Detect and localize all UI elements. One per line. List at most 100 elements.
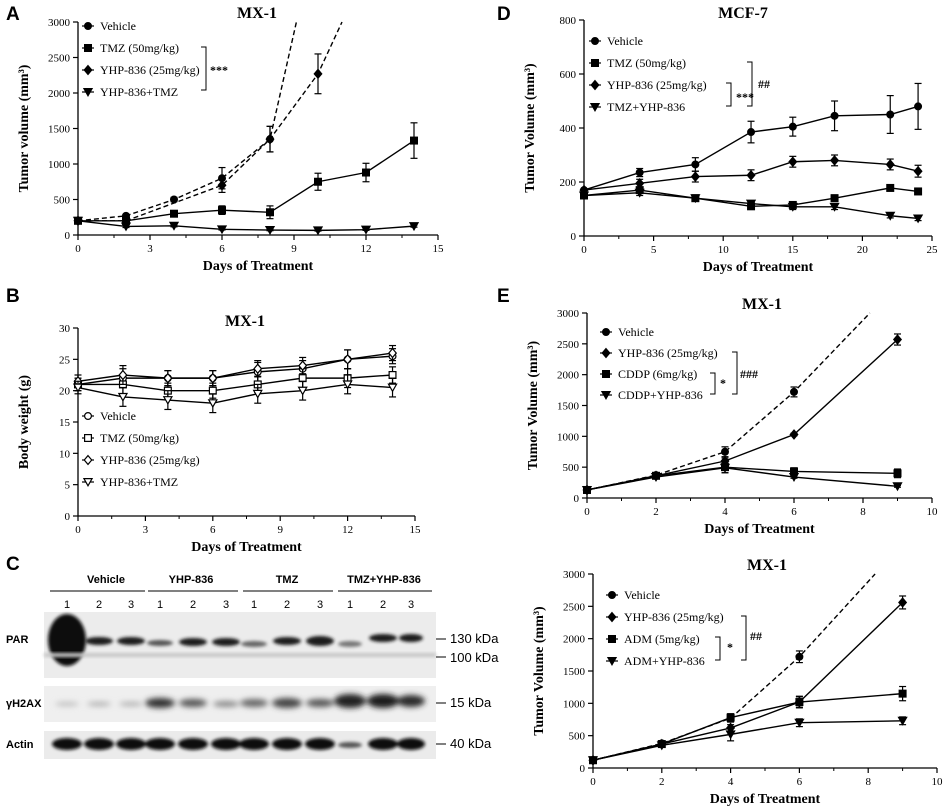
wb-lane-number: 2 (284, 599, 290, 611)
marker-square (830, 194, 839, 203)
x-tick-label: 0 (75, 243, 81, 255)
marker-triangle-down (162, 396, 173, 406)
x-tick-label: 12 (342, 524, 353, 536)
marker-triangle-down (82, 87, 94, 97)
marker-triangle-down (650, 473, 662, 482)
wb-lane-number: 1 (157, 599, 163, 611)
panel-letter-b: B (6, 286, 20, 307)
wb-row-label-gh2ax: γH2AX (6, 698, 42, 710)
marker-circle (830, 111, 839, 120)
legend-label: TMZ (50mg/kg) (100, 41, 179, 55)
marker-triangle-down (82, 478, 94, 487)
panel-letter-c: C (6, 554, 20, 575)
marker-triangle-down (168, 221, 180, 231)
x-axis-label: Days of Treatment (191, 540, 302, 555)
marker-square (208, 386, 217, 395)
x-tick-label: 15 (787, 244, 799, 256)
marker-triangle-down (794, 718, 805, 728)
marker-triangle-down (600, 391, 612, 400)
wb-band (117, 637, 145, 645)
marker-triangle-down (912, 214, 924, 224)
y-tick-label: 1000 (563, 698, 586, 710)
marker-square (298, 374, 307, 383)
legend-label: ADM+YHP-836 (624, 654, 705, 668)
marker-square (898, 689, 907, 698)
x-tick-label: 6 (797, 776, 803, 788)
marker-square (601, 370, 610, 379)
marker-triangle-down (578, 191, 590, 201)
marker-triangle-down (634, 188, 645, 198)
wb-marker-15: 15 kDa (450, 695, 492, 710)
legend-entry: TMZ (50mg/kg) (82, 431, 179, 445)
series-line (583, 192, 919, 220)
legend-label: YHP-836 (25mg/kg) (624, 610, 724, 624)
y-tick-label: 5 (65, 480, 71, 492)
legend-entry: Vehicle (82, 19, 136, 33)
y-tick-label: 500 (54, 195, 71, 207)
marker-square (388, 371, 397, 380)
marker-diamond (217, 179, 227, 191)
marker-circle (635, 168, 644, 177)
x-tick-label: 15 (410, 524, 422, 536)
marker-triangle-down (587, 756, 599, 766)
wb-band (84, 738, 114, 750)
marker-square (914, 187, 923, 196)
wb-band (240, 699, 268, 707)
x-tick-label: 15 (433, 243, 445, 255)
wb-lane-number: 1 (251, 599, 257, 611)
wb-band (179, 638, 207, 646)
x-tick-label: 4 (722, 506, 728, 518)
wb-band (147, 640, 173, 646)
marker-triangle-down (72, 216, 84, 226)
y-tick-label: 2000 (48, 88, 71, 100)
wb-lane-numbers: 1 2 3 1 2 3 1 2 3 1 2 3 (64, 599, 414, 611)
wb-marker-100: 100 kDa (450, 650, 499, 665)
wb-par-faint-band (44, 653, 436, 657)
marker-diamond (343, 353, 353, 365)
marker-triangle-down (829, 202, 840, 212)
marker-triangle-down (787, 202, 798, 212)
marker-diamond (118, 369, 128, 381)
marker-diamond (265, 133, 275, 145)
marker-triangle-down (207, 399, 218, 409)
y-axis-label: Tumor Volume (mm³) (523, 63, 538, 193)
marker-circle (747, 128, 756, 137)
wb-lane-number: 2 (190, 599, 196, 611)
wb-band (369, 634, 397, 642)
marker-diamond (83, 454, 93, 466)
marker-square (893, 469, 902, 478)
wb-actin-blot (44, 731, 436, 759)
series-triangle-down (587, 716, 908, 766)
y-axis-label: Tumor Volume (mm³) (532, 606, 547, 736)
wb-par-membrane (44, 612, 436, 678)
legend-label: ADM (5mg/kg) (624, 632, 700, 646)
significance-bracket (715, 636, 721, 661)
y-tick-label: 500 (569, 731, 586, 743)
significance-bracket (726, 82, 732, 107)
y-tick-label: 0 (574, 493, 580, 505)
wb-par-lane1-smear (48, 614, 86, 666)
y-tick-label: 0 (65, 511, 71, 523)
marker-diamond (208, 372, 218, 384)
wb-gh2ax-blot (44, 686, 436, 722)
chart-e-mx1-adm: MX-1 0 500 1000 1500 2000 2500 3000 0 2 4 6 8 10 Days … (532, 557, 943, 807)
significance-label: ## (750, 629, 762, 643)
y-tick-label: 200 (560, 177, 577, 189)
series-line (78, 139, 415, 222)
marker-diamond (789, 429, 799, 440)
marker-triangle-down (117, 392, 129, 402)
marker-square (170, 209, 179, 218)
marker-triangle-down (690, 194, 701, 204)
significance-label: ## (758, 77, 770, 91)
marker-square (590, 58, 599, 67)
marker-diamond (892, 334, 903, 345)
y-tick-label: 30 (59, 323, 71, 335)
marker-circle (691, 160, 700, 169)
legend-entry: ADM (5mg/kg) (606, 632, 700, 646)
wb-band (145, 738, 175, 750)
x-tick-label: 6 (219, 243, 225, 255)
y-tick-label: 1500 (557, 401, 580, 413)
y-tick-label: 2000 (563, 634, 586, 646)
chart-title: MX-1 (225, 313, 265, 330)
